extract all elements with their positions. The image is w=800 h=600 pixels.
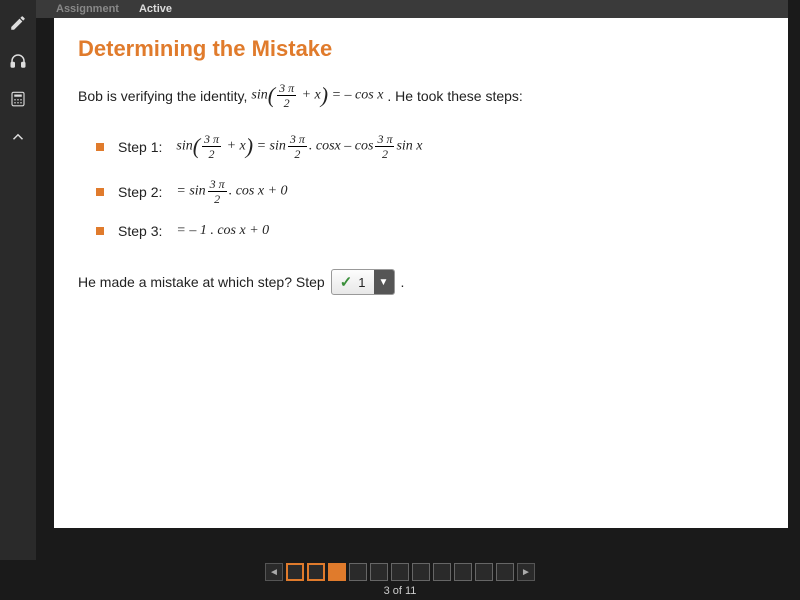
tab-active[interactable]: Active [139, 3, 172, 15]
pager-boxes [286, 563, 514, 581]
pager-controls: ◄ ► [265, 563, 535, 581]
app-frame: Assignment Active Determining the Mistak… [0, 0, 800, 600]
headphones-icon[interactable] [7, 50, 29, 72]
intro-part-a: Bob is verifying the identity, [78, 88, 247, 104]
pager-box-1[interactable] [286, 563, 304, 581]
bullet-icon [96, 188, 104, 196]
step-label: Step 1: [118, 139, 162, 155]
step-1-expression: sin(3 π2 + x) = sin3 π2. cosx – cos3 π2s… [176, 133, 422, 160]
next-button[interactable]: ► [517, 563, 535, 581]
dropdown-value: 1 [358, 275, 365, 290]
pager-box-7[interactable] [412, 563, 430, 581]
pager-box-11[interactable] [496, 563, 514, 581]
pager-box-9[interactable] [454, 563, 472, 581]
question-text-b: . [401, 274, 405, 290]
pager-box-6[interactable] [391, 563, 409, 581]
bullet-icon [96, 227, 104, 235]
step-2-expression: = sin3 π2. cos x + 0 [176, 178, 287, 205]
step-1: Step 1: sin(3 π2 + x) = sin3 π2. cosx – … [96, 133, 764, 160]
lesson-content: Determining the Mistake Bob is verifying… [54, 18, 788, 528]
step-label: Step 2: [118, 184, 162, 200]
intro-part-b: . He took these steps: [387, 88, 522, 104]
chevron-down-icon: ▼ [374, 270, 394, 294]
pager-text: 3 of 11 [384, 585, 417, 597]
pager-box-3[interactable] [328, 563, 346, 581]
calculator-icon[interactable] [7, 88, 29, 110]
collapse-up-icon[interactable] [7, 126, 29, 148]
pager-box-8[interactable] [433, 563, 451, 581]
step-3: Step 3: = – 1 . cos x + 0 [96, 223, 764, 239]
identity-expression: sin(3 π2 + x) = – cos x [251, 82, 383, 109]
prev-button[interactable]: ◄ [265, 563, 283, 581]
step-3-expression: = – 1 . cos x + 0 [176, 223, 269, 239]
pager-box-2[interactable] [307, 563, 325, 581]
top-tabs: Assignment Active [36, 0, 788, 18]
step-2: Step 2: = sin3 π2. cos x + 0 [96, 178, 764, 205]
tab-assignment[interactable]: Assignment [56, 3, 119, 15]
pager-bar: ◄ ► 3 of 11 [0, 560, 800, 600]
question-row: He made a mistake at which step? Step ✓ … [78, 269, 764, 295]
answer-dropdown[interactable]: ✓ 1 ▼ [331, 269, 395, 295]
pager-box-4[interactable] [349, 563, 367, 581]
pager-box-5[interactable] [370, 563, 388, 581]
tool-sidebar [0, 0, 36, 560]
check-icon: ✓ [340, 273, 353, 291]
question-text-a: He made a mistake at which step? Step [78, 274, 325, 290]
bullet-icon [96, 143, 104, 151]
pencil-icon[interactable] [7, 12, 29, 34]
page-title: Determining the Mistake [78, 36, 764, 62]
steps-list: Step 1: sin(3 π2 + x) = sin3 π2. cosx – … [78, 133, 764, 239]
step-label: Step 3: [118, 223, 162, 239]
pager-box-10[interactable] [475, 563, 493, 581]
intro-text: Bob is verifying the identity, sin(3 π2 … [78, 82, 764, 109]
